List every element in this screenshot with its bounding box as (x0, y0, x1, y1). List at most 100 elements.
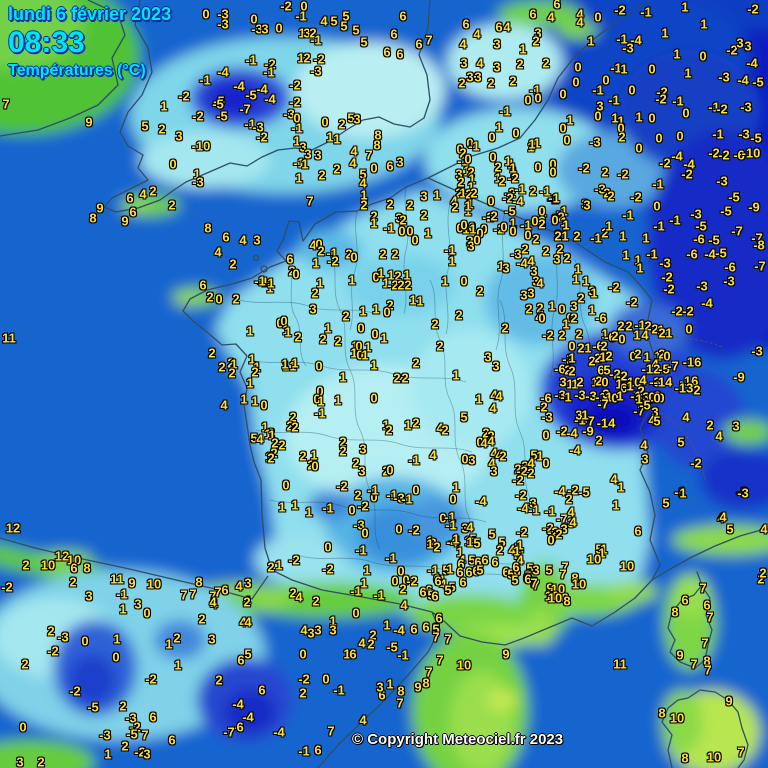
temp-label: -5 (728, 189, 740, 205)
temp-label: -2 (502, 190, 514, 206)
temp-label: -1 (544, 503, 556, 519)
temp-label: 2 (119, 698, 127, 714)
coast-spain-east (317, 611, 441, 768)
temp-label: 1 (528, 136, 536, 152)
temp-label: 4 (488, 455, 496, 471)
temp-label: 2 (457, 174, 465, 190)
temp-label: 1 (588, 302, 596, 318)
temp-label: 4 (429, 447, 437, 463)
temp-label: -2 (726, 42, 738, 58)
temp-label: 3 (461, 520, 469, 536)
temp-label: 2 (573, 228, 581, 244)
temp-label: 0 (280, 313, 288, 329)
temp-label: 6 (349, 646, 357, 662)
temp-label: 6 (474, 554, 482, 570)
temp-label: 3 (309, 301, 317, 317)
temp-label: 0 (512, 125, 520, 141)
temp-label: -5 (750, 130, 762, 146)
temp-label: -1 (590, 230, 602, 246)
temp-label: 2 (218, 359, 226, 375)
temp-label: -6 (595, 310, 607, 326)
temp-label: 3 (303, 25, 311, 41)
temp-label: 4 (503, 19, 511, 35)
temp-label: 2 (595, 373, 603, 389)
temp-label: 0 (524, 227, 532, 243)
temp-label: -2 (486, 208, 498, 224)
temp-label: 6 (435, 610, 443, 626)
temp-label: 2 (757, 571, 765, 587)
temp-label: 1 (601, 326, 609, 342)
temp-label: 4 (350, 143, 358, 159)
temp-label: -2 (690, 455, 702, 471)
temp-label: -4 (475, 493, 487, 509)
temp-label: 9 (676, 647, 684, 663)
temp-label: -2 (614, 2, 626, 18)
temp-label: -1 (622, 378, 634, 394)
temp-label: -6 (649, 388, 661, 404)
temp-label: 0 (628, 82, 636, 98)
temp-label: 1 (571, 376, 579, 392)
temp-label: 4 (459, 36, 467, 52)
temp-label: 1 (291, 497, 299, 513)
temp-label: 6 (222, 229, 230, 245)
coast-ireland (0, 0, 126, 137)
temp-label: 6 (383, 44, 391, 60)
temp-label: -5 (658, 361, 670, 377)
coast-corsica (667, 571, 713, 669)
temp-label: 3 (304, 146, 312, 162)
temp-label: 4 (511, 540, 519, 556)
temp-label: -2 (129, 719, 141, 735)
temp-label: -1 (499, 103, 511, 119)
temp-label: 4 (547, 9, 555, 25)
temp-label: 2 (594, 350, 602, 366)
temp-label: 6 (425, 582, 433, 598)
temp-label: -3 (690, 206, 702, 222)
temp-label: 6 (410, 621, 418, 637)
temp-label: 1 (468, 171, 476, 187)
temp-label: 6 (378, 687, 386, 703)
temp-label: 1 (475, 391, 483, 407)
temp-label: 1 (403, 267, 411, 283)
temp-label: 1 (448, 253, 456, 269)
temp-label: 2 (532, 231, 540, 247)
temp-label: 2 (342, 308, 350, 324)
temp-label: 3 (581, 196, 589, 212)
temp-label: 10 (547, 590, 563, 606)
temp-label: -1 (199, 72, 211, 88)
temp-label: -3 (594, 181, 606, 197)
temp-label: 4 (209, 594, 217, 610)
temp-label: 4 (567, 504, 575, 520)
temp-label: 10 (669, 710, 685, 726)
temp-label: -2 (1, 579, 13, 595)
channel-island (252, 254, 260, 262)
temp-label: -5 (695, 218, 707, 234)
temp-label: 0 (439, 510, 447, 526)
temp-label: -1 (556, 203, 568, 219)
temp-label: -2 (178, 88, 190, 104)
temp-label: -8 (753, 237, 765, 253)
temp-label: -2 (708, 145, 720, 161)
temp-label: 1 (466, 534, 474, 550)
temp-label: 7 (704, 662, 712, 678)
temp-label: 0 (558, 301, 566, 317)
temp-label: -4 (242, 709, 254, 725)
temp-label: 2 (577, 340, 585, 356)
temp-label: -1 (653, 218, 665, 234)
temp-label: -1 (244, 116, 256, 132)
temp-label: 2 (525, 301, 533, 317)
temp-label: 1 (251, 393, 259, 409)
temp-label: -4 (630, 32, 642, 48)
temp-label: -3 (696, 278, 708, 294)
temp-label: 4 (359, 712, 367, 728)
temp-label: -1 (245, 52, 257, 68)
temp-label: 2 (498, 173, 506, 189)
temp-label: 0 (476, 434, 484, 450)
temp-label: 6 (415, 36, 423, 52)
temp-label: -3 (574, 387, 586, 403)
temp-label: 4 (450, 193, 458, 209)
temp-label: 6 (513, 563, 521, 579)
temp-label: 1 (510, 164, 518, 180)
temp-label: 4 (527, 455, 535, 471)
temp-label: 0 (293, 110, 301, 126)
